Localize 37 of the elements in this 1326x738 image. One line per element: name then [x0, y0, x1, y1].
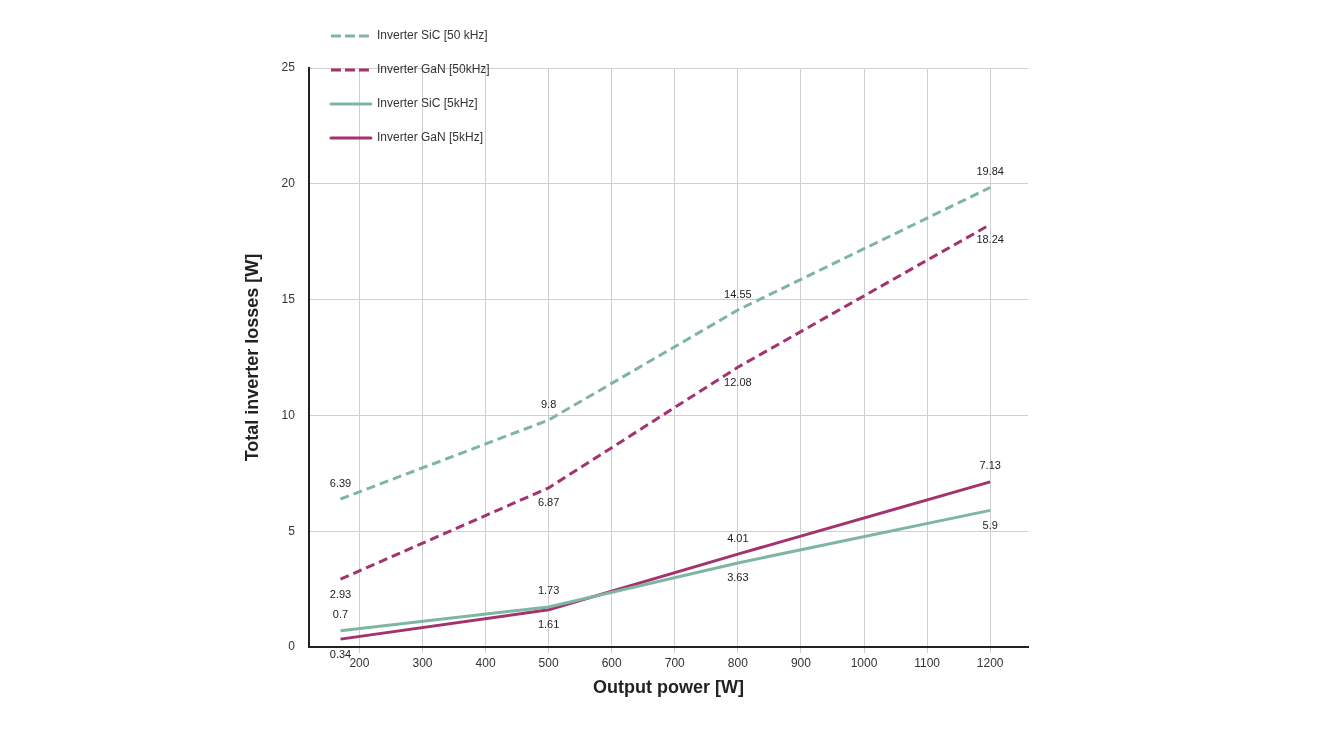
y-tick-label: 5 — [288, 523, 296, 538]
x-tick-label: 1100 — [914, 655, 941, 670]
y-tick-label: 15 — [281, 291, 296, 306]
x-axis-title: Output power [W] — [592, 677, 744, 698]
x-tick-label: 300 — [412, 655, 433, 670]
data-label: 6.39 — [329, 476, 352, 489]
y-axis-title: Total inverter losses [W] — [241, 253, 262, 462]
data-label: 1.73 — [537, 584, 560, 597]
y-tick-label: 0 — [288, 639, 296, 654]
data-label: 14.55 — [724, 287, 752, 300]
x-tick-label: 700 — [664, 655, 686, 670]
x-tick-label: 500 — [538, 655, 559, 670]
x-tick-label: 600 — [601, 655, 623, 670]
legend-label: Inverter GaN [50kHz] — [376, 62, 490, 77]
data-label: 19.84 — [976, 165, 1004, 178]
y-tick-label: 25 — [281, 60, 296, 75]
y-tick-label: 20 — [281, 176, 296, 191]
legend-label: Inverter GaN [5kHz] — [376, 130, 483, 145]
data-label: 9.8 — [540, 397, 557, 410]
x-tick-label: 900 — [790, 655, 812, 670]
x-tick-label: 400 — [475, 655, 496, 670]
y-tick-label: 10 — [281, 407, 296, 422]
data-label: 0.7 — [332, 608, 349, 621]
data-label: 3.63 — [727, 571, 749, 584]
data-label: 4.01 — [727, 531, 749, 544]
legend-label: Inverter SiC [50 kHz] — [376, 28, 488, 43]
data-label: 5.9 — [982, 518, 998, 531]
data-label: 12.08 — [724, 375, 752, 388]
legend-label: Inverter SiC [5kHz] — [376, 96, 478, 111]
data-label: 1.61 — [537, 618, 560, 631]
data-label: 6.87 — [537, 496, 560, 509]
data-label: 2.93 — [329, 587, 352, 600]
data-label: 18.24 — [976, 233, 1004, 246]
x-tick-label: 1200 — [976, 655, 1004, 670]
data-label: 7.13 — [979, 459, 1001, 472]
x-tick-label: 1000 — [850, 655, 878, 670]
x-tick-label: 800 — [727, 655, 749, 670]
